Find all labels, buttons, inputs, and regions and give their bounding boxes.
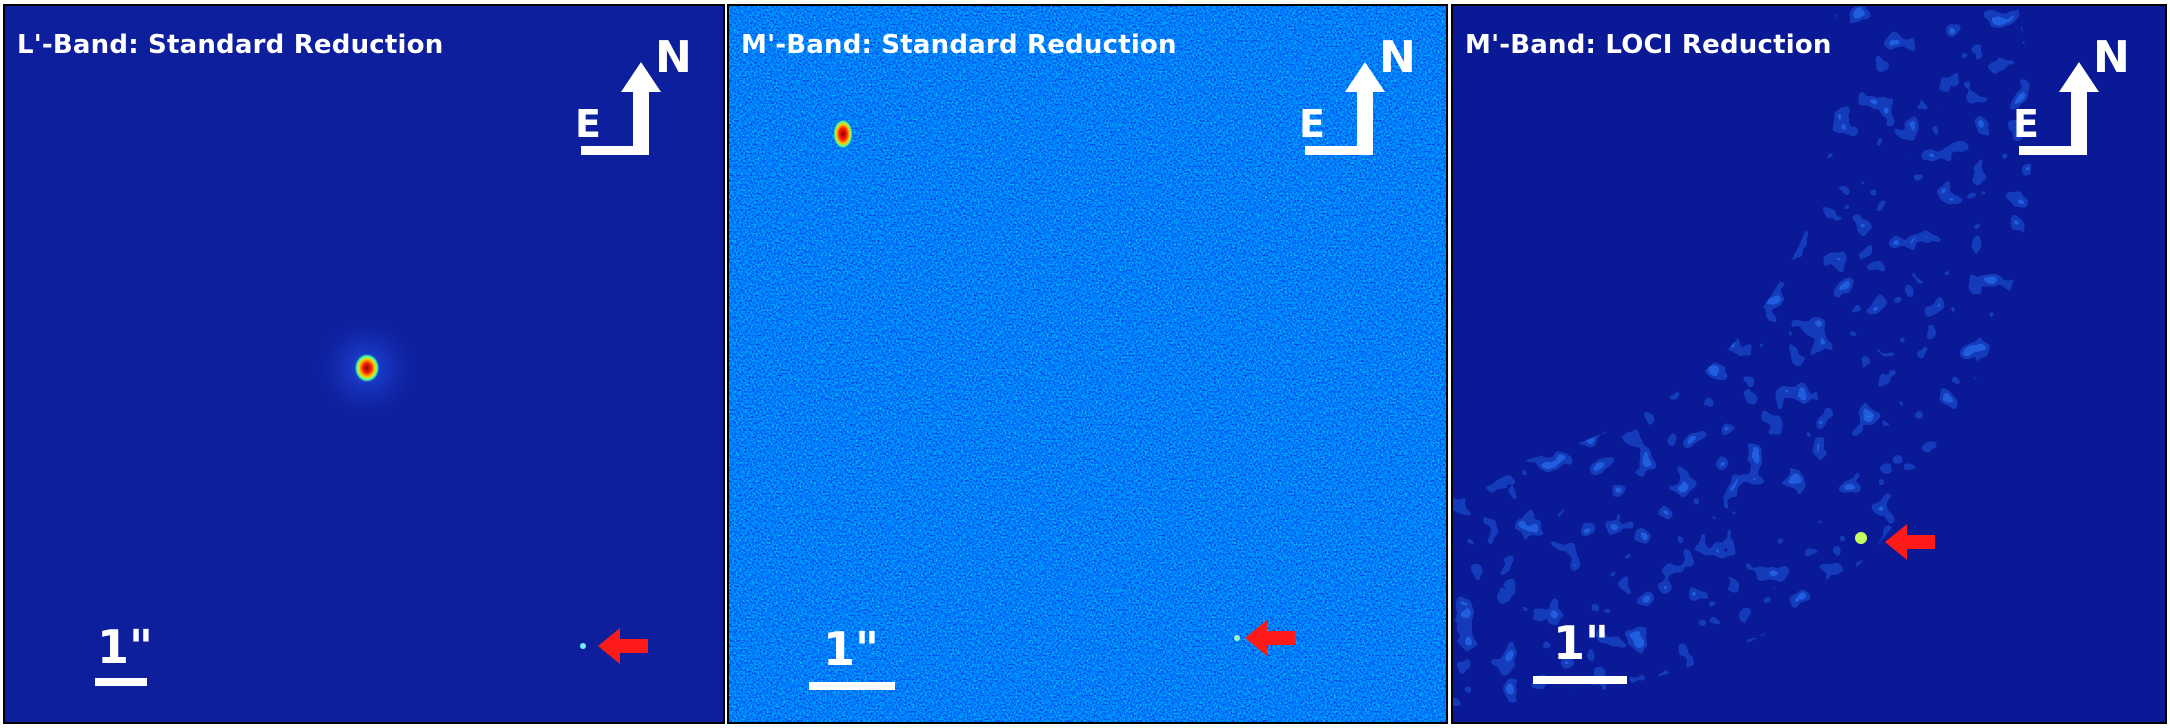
panel-title: M'-Band: LOCI Reduction (1465, 30, 1832, 60)
companion-arrow-icon (1245, 620, 1295, 656)
scale-label: 1" (97, 620, 153, 674)
lband-image (5, 6, 723, 722)
loci-speckle-band (1453, 6, 2165, 722)
panel-lband-standard: L'-Band: Standard Reduction N E 1" (3, 4, 725, 724)
compass-north-label: N (2093, 32, 2130, 83)
compass-north-label: N (655, 32, 692, 83)
host-star (833, 119, 853, 149)
compass-arrow-icon (581, 62, 661, 155)
scale-label: 1" (1553, 616, 1609, 670)
host-star (354, 353, 380, 383)
panel-mband-loci: M'-Band: LOCI Reduction N E 1" (1451, 4, 2167, 724)
compass-arrow-icon (1305, 62, 1385, 155)
compass-rose: N E (575, 32, 695, 166)
scale-bar (95, 678, 147, 686)
scale-bar (809, 682, 895, 690)
companion-arrow-icon (1885, 524, 1935, 560)
panel-title: M'-Band: Standard Reduction (741, 30, 1177, 60)
scale-bar (1533, 676, 1627, 684)
mband-standard-image (729, 6, 1446, 722)
mband-loci-image (1453, 6, 2165, 722)
compass-north-label: N (1379, 32, 1416, 83)
compass-east-label: E (575, 102, 601, 146)
panel-mband-standard: M'-Band: Standard Reduction N E 1" (727, 4, 1448, 724)
scale-label: 1" (823, 622, 879, 676)
compass-east-label: E (1299, 102, 1325, 146)
companion-source (1855, 532, 1867, 544)
companion-arrow-icon (598, 628, 648, 664)
compass-rose: N E (2013, 32, 2133, 166)
compass-arrow-icon (2019, 62, 2099, 155)
compass-east-label: E (2013, 102, 2039, 146)
panel-title: L'-Band: Standard Reduction (17, 30, 444, 60)
compass-rose: N E (1299, 32, 1419, 166)
companion-source (580, 643, 586, 649)
companion-source (1234, 635, 1240, 641)
